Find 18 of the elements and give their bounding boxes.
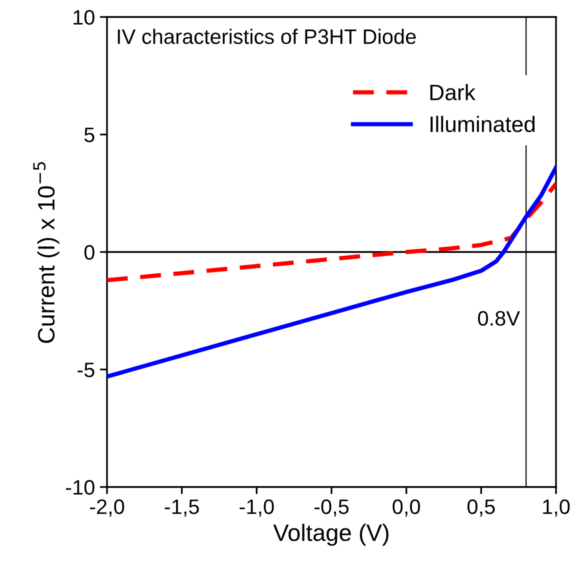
x-tick-label: 0,5	[468, 499, 495, 517]
x-tick-label: 1,0	[543, 499, 570, 517]
y-tick-label: -5	[78, 362, 94, 378]
y-tick-label: 10	[74, 10, 94, 25]
x-tick-label: -1,0	[240, 499, 274, 517]
y-tick-label: -10	[66, 480, 94, 495]
ref-line-label: 0.8V	[478, 310, 520, 326]
x-tick-label: -1,5	[164, 500, 199, 517]
y-tick-label: 5	[84, 128, 94, 142]
y-tick-label: 0	[84, 245, 94, 260]
legend-label: Dark	[430, 84, 476, 100]
x-tick-label: 0,0	[392, 499, 420, 517]
x-tick-label: -2,0	[90, 499, 124, 517]
y-axis-title: Current (I) x 10$^{−5}$	[33, 162, 60, 343]
x-tick-label: -0,5	[314, 499, 349, 517]
x-axis-title: Voltage (V)	[273, 524, 388, 546]
chart-title: IV characteristics of P3HT Diode	[118, 28, 416, 44]
legend-label: Illuminated	[430, 116, 535, 132]
